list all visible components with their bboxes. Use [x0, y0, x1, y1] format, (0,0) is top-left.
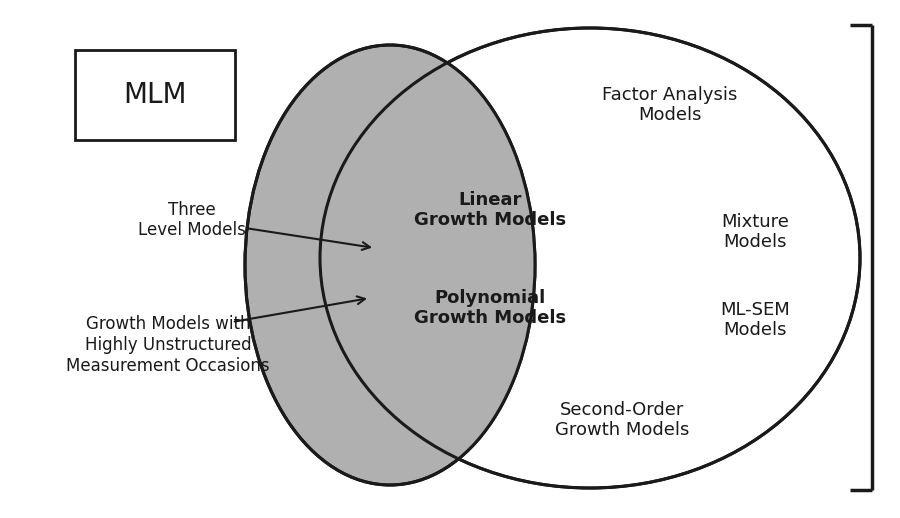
Text: Linear
Growth Models: Linear Growth Models	[414, 191, 566, 229]
Text: Polynomial
Growth Models: Polynomial Growth Models	[414, 289, 566, 327]
Ellipse shape	[245, 45, 535, 485]
Text: Second-Order
Growth Models: Second-Order Growth Models	[554, 400, 689, 439]
Text: Mixture
Models: Mixture Models	[721, 212, 789, 251]
Text: Three
Level Models: Three Level Models	[138, 200, 246, 239]
Text: Factor Analysis
Models: Factor Analysis Models	[602, 85, 738, 124]
Ellipse shape	[320, 28, 860, 488]
Text: MLM: MLM	[123, 81, 187, 109]
Text: Growth Models with
Highly Unstructured
Measurement Occasions: Growth Models with Highly Unstructured M…	[67, 315, 270, 375]
Ellipse shape	[245, 45, 535, 485]
FancyBboxPatch shape	[75, 50, 235, 140]
Text: ML-SEM
Models: ML-SEM Models	[720, 300, 790, 339]
